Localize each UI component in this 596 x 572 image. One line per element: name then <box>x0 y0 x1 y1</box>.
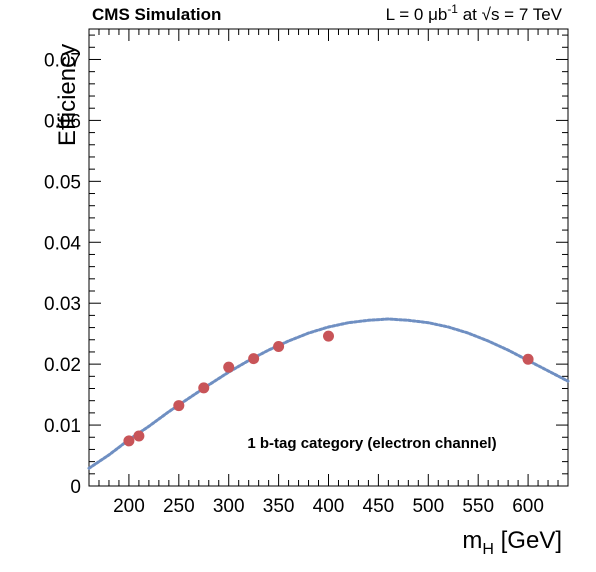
data-point <box>133 430 145 442</box>
data-point <box>273 340 285 352</box>
data-point <box>223 361 235 373</box>
x-axis-label: mH [GeV] <box>462 527 562 558</box>
x-tick-label: 250 <box>163 496 195 517</box>
fit-curve <box>87 317 570 470</box>
data-point <box>323 330 334 342</box>
lumi-unit: μb <box>428 5 447 24</box>
chart-title-left: CMS Simulation <box>92 5 221 24</box>
y-tick-label: 0.01 <box>44 416 81 437</box>
y-tick-labels: 0 0.01 0.02 0.03 0.04 0.05 0.06 0.07 <box>44 50 81 498</box>
y-tick-label: 0.03 <box>44 294 81 315</box>
x-tick-label: 450 <box>363 496 395 517</box>
x-tick-label: 400 <box>313 496 345 517</box>
y-axis-label: Efficiency <box>54 44 81 146</box>
x-axis-label-main: m <box>462 527 482 554</box>
y-tick-label: 0.04 <box>44 233 81 254</box>
x-tick-label: 500 <box>412 496 444 517</box>
x-tick-label: 550 <box>462 496 494 517</box>
y-tick-label: 0 <box>70 477 81 498</box>
x-tick-label: 600 <box>512 496 544 517</box>
y-tick-label: 0.06 <box>44 111 81 132</box>
lumi-suffix: at <box>458 5 482 24</box>
energy-symbol: √s <box>482 5 500 24</box>
data-point <box>173 400 185 412</box>
chart-title-right: L = 0 μb-1 at √s = 7 TeV <box>386 2 563 24</box>
axis-ticks <box>88 29 569 487</box>
y-tick-label: 0.07 <box>44 50 81 71</box>
data-point <box>248 353 260 365</box>
y-tick-label: 0.02 <box>44 355 81 376</box>
category-annotation: 1 b-tag category (electron channel) <box>247 435 496 452</box>
y-tick-label: 0.05 <box>44 172 81 193</box>
x-axis-label-unit: [GeV] <box>494 527 562 554</box>
data-point <box>522 353 534 365</box>
fit-curve-line <box>87 317 570 470</box>
x-tick-labels: 200 250 300 350 400 450 500 550 600 <box>113 496 544 517</box>
lumi-exponent: -1 <box>447 2 458 16</box>
x-tick-label: 200 <box>113 496 145 517</box>
data-points <box>123 330 534 447</box>
x-tick-label: 350 <box>263 496 295 517</box>
energy-suffix: = 7 TeV <box>499 5 562 24</box>
lumi-prefix: L = 0 <box>386 5 428 24</box>
x-tick-label: 300 <box>213 496 245 517</box>
x-axis-label-sub: H <box>482 541 494 558</box>
data-point <box>198 382 210 394</box>
data-point <box>123 435 135 447</box>
